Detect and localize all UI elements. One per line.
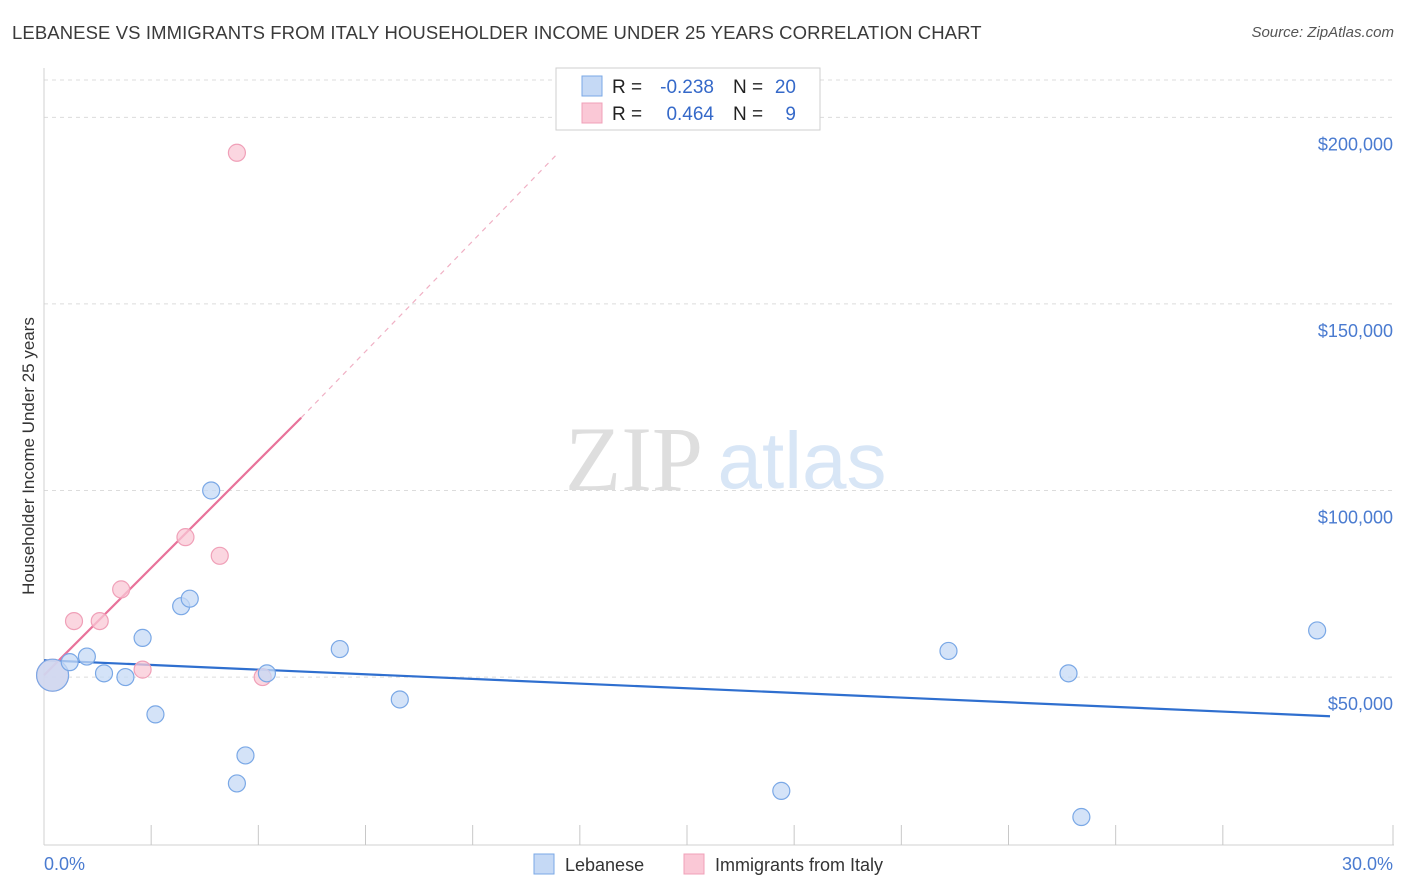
- point-lebanese: [77, 647, 96, 666]
- trend-line-italy-extension: [300, 152, 559, 419]
- bottom-legend-label-italy: Immigrants from Italy: [715, 855, 883, 875]
- point-lebanese: [257, 664, 277, 683]
- source-label: Source: ZipAtlas.com: [1251, 24, 1394, 41]
- point-lebanese: [330, 639, 349, 659]
- bottom-legend-swatch-lebanese: [533, 853, 555, 875]
- point-lebanese: [939, 641, 958, 661]
- legend-n-label-1: N =: [733, 77, 763, 98]
- point-italy: [90, 611, 109, 631]
- x-tick-label-max: 30.0%: [1342, 854, 1393, 874]
- tick-labels: $50,000 $100,000 $150,000 $200,000 0.0% 30.0%: [44, 134, 1393, 874]
- legend-n-value-1: 20: [775, 77, 796, 98]
- point-italy: [64, 611, 84, 631]
- point-lebanese: [236, 746, 255, 765]
- point-italy: [133, 660, 152, 679]
- point-lebanese: [227, 774, 246, 793]
- y-tick-label: $200,000: [1318, 134, 1393, 154]
- point-lebanese: [35, 658, 70, 692]
- point-lebanese: [146, 705, 165, 724]
- legend-r-label-1: R =: [612, 77, 642, 98]
- trend-line-italy: [43, 416, 302, 676]
- y-tick-label: $50,000: [1328, 694, 1393, 714]
- legend: R = -0.238 N = 20 R = 0.464 N = 9: [555, 67, 821, 131]
- legend-n-value-2: 9: [785, 104, 796, 125]
- point-lebanese: [390, 690, 409, 709]
- watermark: ZIP atlas: [565, 408, 886, 510]
- point-lebanese: [180, 589, 199, 608]
- point-lebanese: [772, 781, 791, 800]
- chart-title: LEBANESE VS IMMIGRANTS FROM ITALY HOUSEH…: [12, 22, 982, 43]
- trend-line-lebanese: [43, 659, 1331, 718]
- legend-n-label-2: N =: [733, 104, 763, 125]
- legend-r-label-2: R =: [612, 104, 642, 125]
- point-lebanese: [94, 664, 114, 683]
- grid-lines: [44, 79, 1394, 678]
- y-axis-title: Householder Income Under 25 years: [19, 317, 38, 595]
- bottom-legend-label-lebanese: Lebanese: [565, 855, 644, 875]
- legend-swatch-italy: [581, 102, 603, 124]
- point-lebanese: [116, 667, 135, 687]
- point-lebanese: [133, 628, 152, 647]
- point-lebanese: [202, 481, 221, 500]
- x-tick-label-min: 0.0%: [44, 854, 85, 874]
- watermark-atlas: atlas: [718, 416, 887, 505]
- y-tick-label: $100,000: [1318, 507, 1393, 527]
- point-italy: [227, 143, 246, 162]
- point-italy: [112, 580, 131, 599]
- legend-r-value-1: -0.238: [660, 77, 714, 98]
- data-points: [35, 143, 1327, 827]
- point-lebanese: [1059, 664, 1078, 683]
- bottom-legend: Lebanese Immigrants from Italy: [533, 853, 883, 875]
- legend-swatch-lebanese: [581, 75, 603, 97]
- point-italy: [176, 528, 195, 547]
- watermark-zip: ZIP: [565, 408, 703, 510]
- legend-r-value-2: 0.464: [666, 104, 714, 125]
- point-italy: [210, 546, 229, 565]
- point-lebanese: [1308, 621, 1327, 640]
- axes: [43, 68, 1394, 846]
- point-lebanese: [60, 653, 79, 672]
- y-tick-label: $150,000: [1318, 321, 1393, 341]
- point-lebanese: [1072, 807, 1091, 827]
- bottom-legend-swatch-italy: [683, 853, 705, 875]
